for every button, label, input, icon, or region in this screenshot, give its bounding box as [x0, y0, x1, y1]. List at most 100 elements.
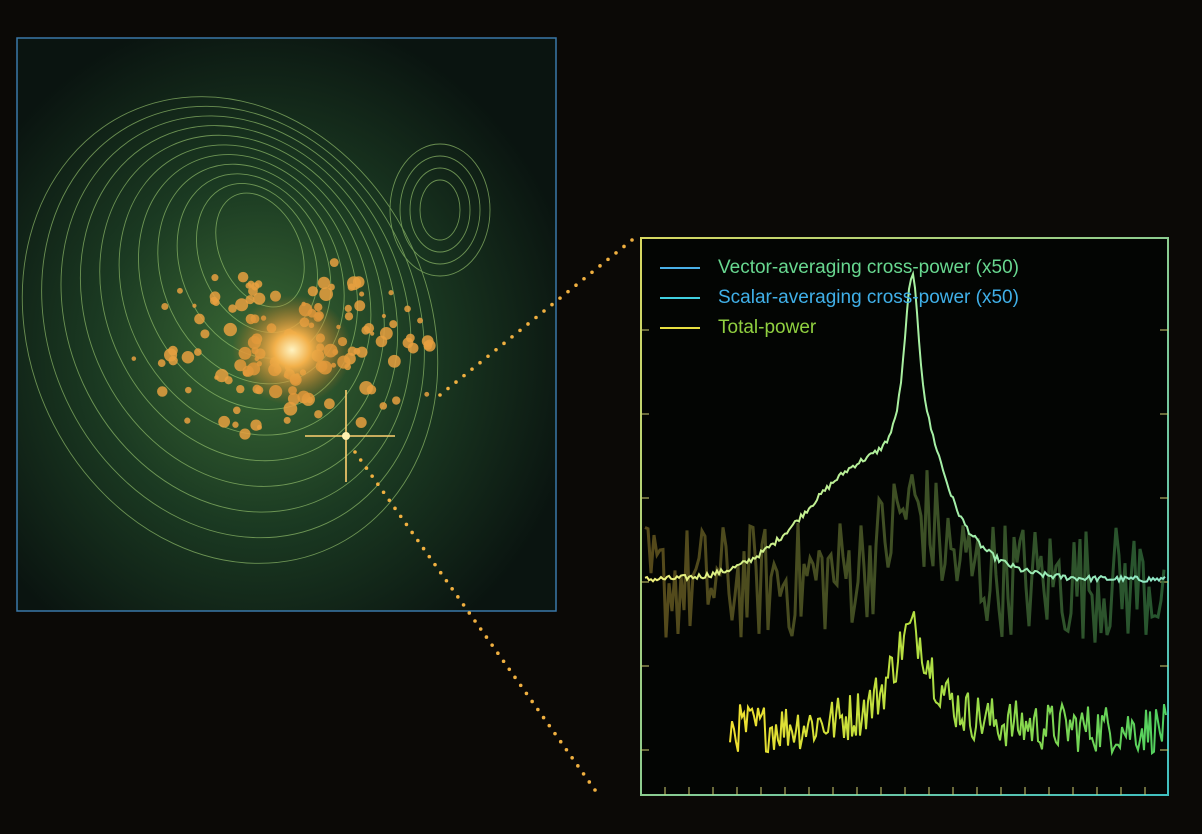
emission-knot	[194, 348, 202, 356]
connector-dot	[510, 335, 514, 339]
connector-dot	[542, 309, 546, 313]
emission-knot	[212, 298, 220, 307]
emission-knot	[389, 320, 398, 329]
emission-knot	[329, 258, 339, 268]
connector-dot	[364, 466, 369, 470]
emission-knot	[421, 335, 434, 348]
emission-knot	[233, 406, 241, 415]
connector-dot	[593, 788, 597, 792]
emission-knot	[161, 302, 169, 311]
connector-dot	[570, 756, 574, 760]
spectrum-panel: Vector-averaging cross-power (x50) Scala…	[640, 237, 1169, 796]
connector-dot	[501, 659, 506, 664]
connector-dot	[507, 667, 512, 672]
emission-knot	[239, 428, 251, 440]
emission-knot	[381, 313, 386, 319]
connector-dot	[370, 474, 374, 478]
emission-knot	[366, 385, 377, 395]
emission-knot	[392, 396, 401, 405]
contour	[79, 125, 399, 487]
connector-dot	[404, 522, 409, 527]
connector-dot	[581, 772, 586, 776]
emission-knot	[307, 286, 318, 297]
connector-dot	[566, 289, 570, 294]
emission-knot	[344, 312, 354, 321]
emission-knot	[319, 287, 333, 302]
connector-dot	[496, 651, 500, 655]
connector-dot	[564, 747, 569, 752]
connector-dot	[590, 270, 594, 275]
legend-text: Scalar-averaging cross-power (x50)	[718, 287, 1019, 308]
contour	[389, 143, 491, 277]
connector-dot	[558, 296, 562, 300]
emission-knot	[417, 317, 423, 324]
emission-knot	[355, 416, 367, 429]
connector-dot	[524, 691, 529, 696]
connector-dot	[393, 506, 397, 511]
connector-dot	[490, 643, 494, 647]
connector-dot	[444, 578, 449, 583]
emission-knot	[283, 416, 291, 424]
contour	[60, 115, 412, 513]
connector-dot	[486, 354, 490, 359]
total-power-curve	[729, 611, 1167, 757]
cross-power-curve	[644, 270, 1166, 584]
emission-knot	[388, 290, 394, 296]
connector-dot	[433, 562, 437, 567]
emission-knot	[379, 326, 393, 340]
background-spectrum	[644, 470, 1166, 643]
emission-knot	[402, 337, 414, 349]
emission-knot	[314, 410, 323, 419]
connector-dot	[421, 546, 426, 551]
connector-dot	[438, 393, 442, 397]
connector-dot	[576, 764, 580, 768]
emission-knot	[218, 415, 231, 428]
connector-dot	[606, 257, 610, 262]
emission-knot	[192, 303, 197, 308]
sky-image	[16, 37, 557, 612]
legend-text: Total-power	[718, 317, 817, 338]
connector-dot	[558, 739, 563, 744]
emission-knot	[317, 276, 331, 290]
emission-knot	[200, 329, 210, 339]
connector-dot	[582, 276, 586, 281]
connector-dot	[461, 603, 466, 607]
emission-knot	[131, 356, 137, 361]
connector-dot	[470, 367, 474, 371]
emission-knot	[184, 417, 191, 424]
emission-knot	[185, 386, 192, 394]
connector-dot	[381, 490, 386, 495]
connector-dot	[478, 627, 483, 631]
emission-knot	[168, 345, 178, 356]
emission-knot	[251, 282, 260, 291]
emission-knot	[214, 375, 219, 380]
connector-dot	[387, 498, 392, 503]
emission-knot	[181, 351, 195, 364]
emission-knot	[379, 402, 388, 410]
connector-dot	[446, 386, 450, 391]
connector-dot	[473, 619, 477, 623]
emission-knot	[256, 424, 262, 430]
connector-dot	[454, 380, 458, 384]
connector-dot	[587, 780, 592, 784]
connector-dot	[550, 302, 554, 307]
connector-dot	[553, 731, 557, 736]
emission-knot	[211, 274, 219, 282]
contour	[21, 96, 439, 564]
emission-knot	[157, 386, 168, 397]
connector-dot	[358, 458, 363, 462]
connector-dot	[541, 715, 546, 720]
connector-dot	[614, 251, 618, 255]
connector-dot	[376, 482, 380, 486]
connector-dot	[427, 554, 432, 559]
ticks	[641, 329, 1168, 795]
emission-knot	[223, 322, 237, 337]
connector-dot	[450, 587, 454, 591]
emission-knot	[404, 305, 411, 313]
connector-dot	[484, 635, 489, 639]
emission-knot	[352, 276, 365, 288]
connector-dot	[547, 723, 552, 728]
connector-dot	[598, 264, 602, 268]
connector-dot	[398, 514, 403, 519]
contour	[399, 155, 481, 265]
